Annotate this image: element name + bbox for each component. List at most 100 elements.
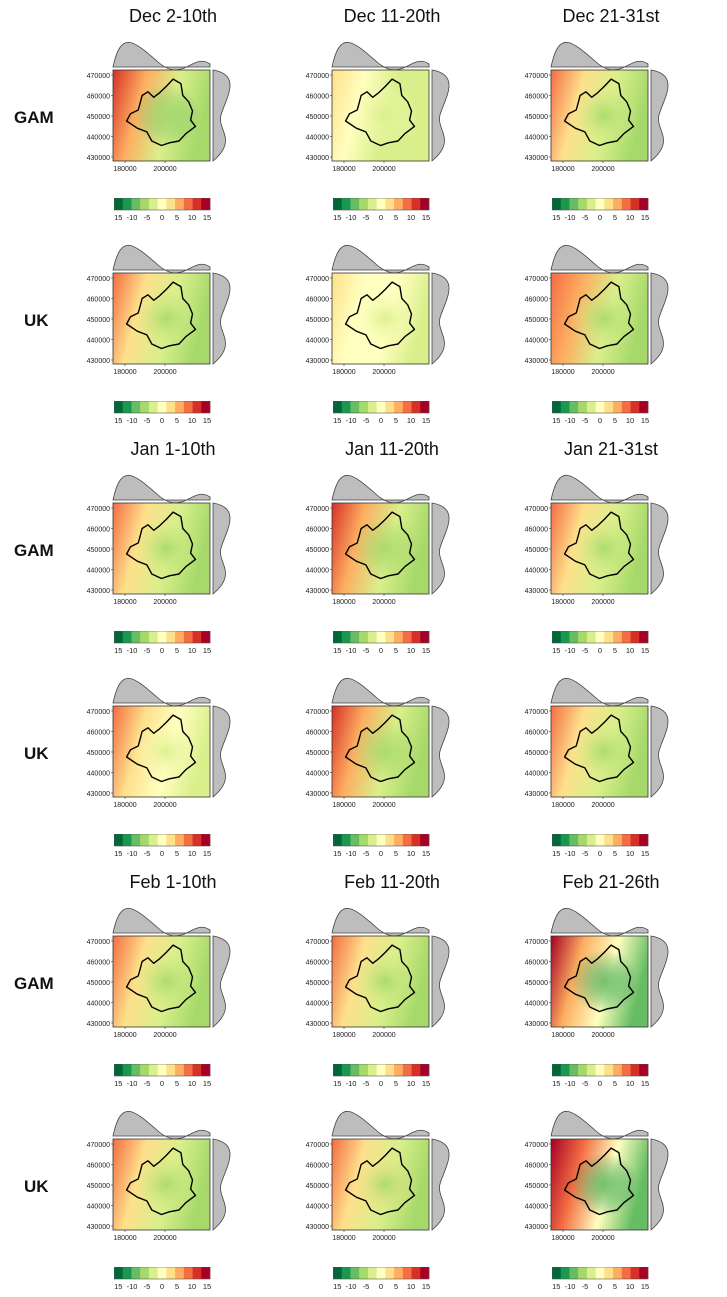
colorbar-tick-label: 5 [613, 646, 617, 655]
colorbar-tick-label: 15 [203, 416, 211, 425]
colorbar-swatch [367, 1267, 377, 1279]
colorbar-swatch [201, 1064, 211, 1076]
x-tick-label: 180000 [113, 166, 136, 173]
colorbar-swatch [630, 401, 640, 413]
colorbar-swatch [595, 1064, 605, 1076]
colorbar-frame [114, 198, 211, 211]
colorbar-swatch [122, 1064, 132, 1076]
colorbar-swatch [621, 401, 631, 413]
colorbar-swatch [359, 198, 369, 210]
map-frame [112, 502, 211, 595]
map-frame [331, 1138, 430, 1231]
colorbar-tick-label: 10 [407, 646, 415, 655]
panel-title: Feb 11-20th [344, 872, 440, 892]
region-boundary [125, 1147, 197, 1216]
colorbar-swatch [148, 631, 158, 643]
region-boundary [344, 1147, 416, 1216]
colorbar-frame [114, 834, 211, 847]
x-tick-label: 200000 [153, 166, 176, 173]
colorbar-swatch [586, 198, 596, 210]
colorbar-swatch [131, 1064, 141, 1076]
colorbar-swatch [122, 631, 132, 643]
y-tick-label: 460000 [306, 1163, 329, 1170]
colorbar-swatch [630, 1064, 640, 1076]
y-tick-label: 460000 [306, 730, 329, 737]
colorbar-tick-label: -10 [127, 416, 138, 425]
colorbar-tick-label: 0 [379, 1079, 383, 1088]
x-tick-label: 180000 [551, 1235, 574, 1242]
heatmap-blob [551, 706, 648, 797]
map-frame [112, 69, 211, 162]
colorbar-tick-label: -5 [144, 1079, 151, 1088]
colorbar: -15 -10 -5 0 5 10 15 [333, 1064, 430, 1088]
colorbar: -15 -10 -5 0 5 10 15 [552, 834, 649, 858]
colorbar-swatch [157, 401, 167, 413]
colorbar-tick-label: 10 [188, 646, 196, 655]
colorbar-swatch [420, 631, 430, 643]
x-density [550, 907, 649, 937]
map-frame [550, 502, 649, 595]
colorbar-swatch [166, 1267, 176, 1279]
y-tick-label: 430000 [525, 1021, 548, 1028]
y-tick-label: 470000 [525, 276, 548, 283]
heatmap-blob [113, 706, 210, 797]
colorbar: -15 -10 -5 0 5 10 15 [114, 401, 211, 425]
colorbar-tick-label: 10 [188, 1079, 196, 1088]
colorbar-swatch [613, 1064, 623, 1076]
y-tick-label: 450000 [306, 114, 329, 121]
x-tick-label: 200000 [591, 1235, 614, 1242]
colorbar-swatch [402, 1064, 412, 1076]
heatmap-blob [332, 70, 429, 161]
colorbar-swatch [192, 1064, 202, 1076]
colorbar-tick-label: 0 [379, 646, 383, 655]
colorbar-swatch [367, 401, 377, 413]
colorbar-swatch [586, 1064, 596, 1076]
y-tick-label: 440000 [525, 771, 548, 778]
colorbar-tick-label: -15 [114, 1282, 122, 1291]
y-tick-label: 470000 [306, 709, 329, 716]
y-tick-label: 430000 [306, 1021, 329, 1028]
heatmap-blob [551, 1139, 648, 1230]
region-boundary [344, 944, 416, 1013]
colorbar-tick-label: 15 [422, 416, 430, 425]
colorbar-swatch [192, 1267, 202, 1279]
colorbar: -15 -10 -5 0 5 10 15 [114, 198, 211, 222]
y-tick-label: 450000 [87, 317, 110, 324]
colorbar-swatch [376, 631, 386, 643]
y-tick-label: 440000 [87, 135, 110, 142]
y-density [431, 272, 450, 365]
colorbar-tick-label: -5 [582, 646, 589, 655]
colorbar-tick-label: 10 [407, 416, 415, 425]
y-tick-label: 440000 [525, 568, 548, 575]
y-tick-label: 450000 [87, 114, 110, 121]
colorbar-swatch [333, 1064, 343, 1076]
colorbar-swatch [350, 401, 360, 413]
colorbar-swatch [333, 631, 343, 643]
x-tick-label: 180000 [113, 599, 136, 606]
colorbar-swatch [350, 834, 360, 846]
colorbar-tick-label: -10 [127, 849, 138, 858]
colorbar-tick-label: 5 [175, 1079, 179, 1088]
colorbar-swatch [157, 1064, 167, 1076]
colorbar-tick-label: 15 [203, 849, 211, 858]
colorbar-swatch [560, 1064, 570, 1076]
colorbar-tick-label: -15 [552, 416, 560, 425]
colorbar-swatch [578, 834, 588, 846]
colorbar-tick-label: -5 [582, 213, 589, 222]
y-tick-label: 430000 [306, 1224, 329, 1231]
colorbar-tick-label: -15 [552, 213, 560, 222]
x-tick-label: 180000 [332, 802, 355, 809]
y-tick-label: 430000 [87, 791, 110, 798]
colorbar-swatch [394, 631, 404, 643]
y-tick-label: 460000 [87, 730, 110, 737]
colorbar-tick-label: 5 [175, 213, 179, 222]
x-tick-label: 200000 [372, 802, 395, 809]
colorbar-swatch [192, 631, 202, 643]
x-density [331, 41, 430, 71]
colorbar-tick-label: 10 [626, 213, 634, 222]
y-density [212, 935, 231, 1028]
colorbar: -15 -10 -5 0 5 10 15 [552, 1064, 649, 1088]
